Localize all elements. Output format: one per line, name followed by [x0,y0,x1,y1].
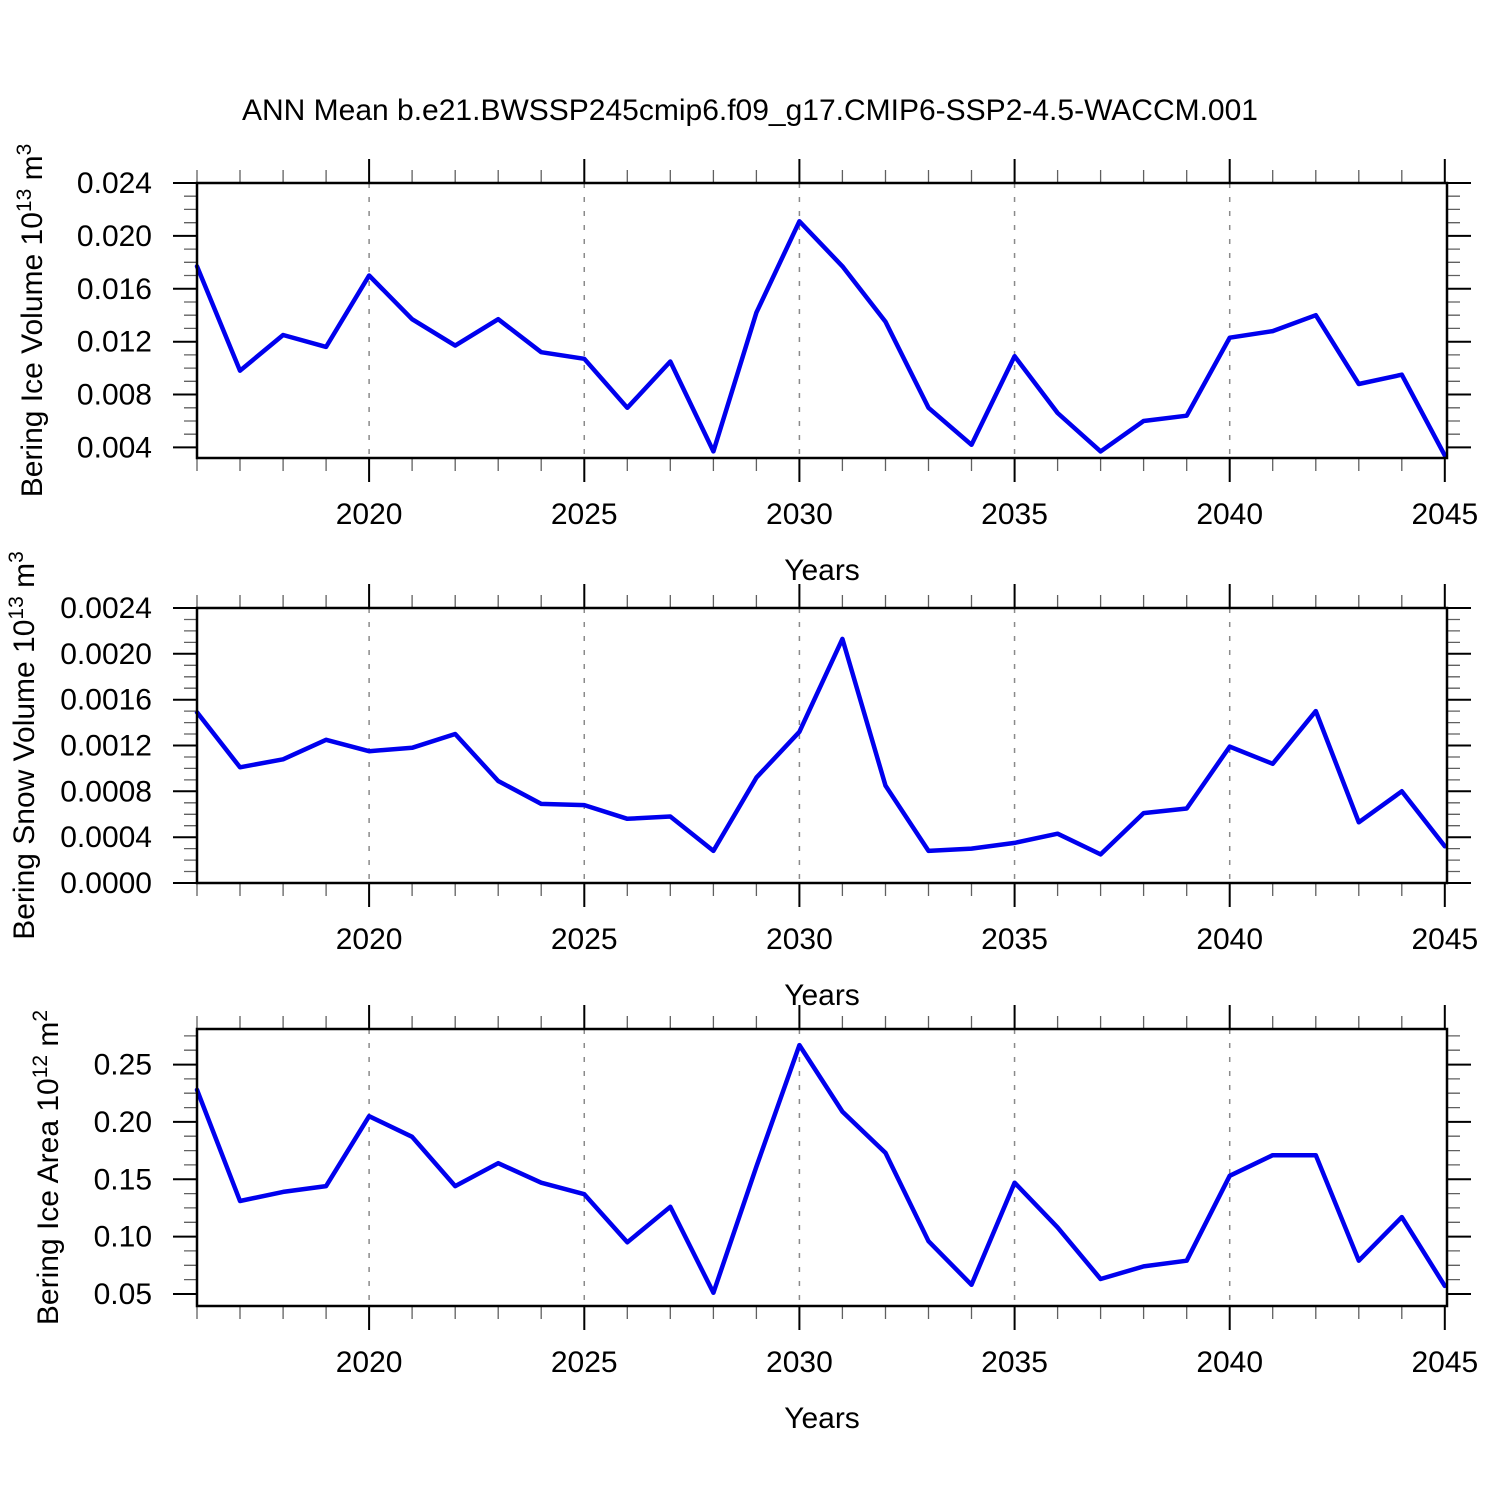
minor-ticks [184,170,1460,471]
y-tick-label: 0.0024 [60,592,152,625]
y-tick-label: 0.0016 [60,684,152,717]
plot-frame [195,606,1449,885]
x-tick-label: 2040 [1196,923,1263,956]
y-axis-title: Bering Ice Area 1012 m2 [29,1010,65,1325]
x-tick-label: 2035 [981,1346,1048,1379]
x-tick-label: 2040 [1196,1346,1263,1379]
y-tick-label: 0.008 [77,379,152,412]
y-axis-title: Bering Ice Volume 1013 m3 [13,144,49,498]
y-tick-label: 0.25 [94,1049,152,1082]
major-ticks [173,1005,1471,1330]
y-tick-label: 0.016 [77,273,152,306]
x-tick-label: 2020 [336,923,403,956]
plot-frame [195,181,1449,460]
bering-ice-volume-line [194,219,1448,458]
y-tick-label: 0.20 [94,1106,152,1139]
y-tick-label: 0.05 [94,1278,152,1311]
x-tick-label: 2045 [1411,1346,1478,1379]
y-tick-label: 0.0008 [60,775,152,808]
y-tick-label: 0.10 [94,1221,152,1254]
x-tick-label: 2035 [981,923,1048,956]
x-tick-label: 2035 [981,498,1048,531]
bering-snow-volume-line [194,636,1448,857]
y-tick-label: 0.012 [77,326,152,359]
x-tick-label: 2025 [551,498,618,531]
x-tick-label: 2030 [766,923,833,956]
y-tick-label: 0.0012 [60,730,152,763]
x-tick-label: 2020 [336,498,403,531]
x-axis-title: Years [784,1402,860,1435]
y-tick-label: 0.0004 [60,821,152,854]
major-ticks [173,584,1471,907]
x-tick-label: 2045 [1411,923,1478,956]
bering-snow-volume-panel: 0.0000 0.0004 0.0008 0.0012 0.0016 0.0020 0.00… [5,551,1478,1012]
x-tick-label: 2045 [1411,498,1478,531]
y-tick-label: 0.004 [77,431,152,464]
y-tick-label: 0.15 [94,1163,152,1196]
y-tick-label: 0.0000 [60,867,152,900]
x-axis-title: Years [784,554,860,587]
x-tick-label: 2030 [766,1346,833,1379]
bering-ice-area-panel: 0.05 0.10 0.15 0.20 0.25 2020 2025 2030 2035 2040… [29,1005,1478,1435]
bering-ice-volume-panel: 0.004 0.008 0.012 0.016 0.020 0.024 2020 2025 20… [13,144,1478,587]
minor-ticks [184,1016,1460,1319]
y-tick-label: 0.020 [77,220,152,253]
y-axis-title: Bering Snow Volume 1013 m3 [5,551,41,940]
x-tick-label: 2025 [551,1346,618,1379]
x-tick-label: 2040 [1196,498,1263,531]
major-ticks [173,159,1471,482]
minor-ticks [184,595,1460,896]
x-tick-label: 2030 [766,498,833,531]
x-tick-label: 2020 [336,1346,403,1379]
bering-ice-area-line [194,1042,1448,1296]
y-tick-label: 0.0020 [60,638,152,671]
x-tick-label: 2025 [551,923,618,956]
plot-frame [195,1027,1449,1308]
x-axis-title: Years [784,979,860,1012]
figure-title: ANN Mean b.e21.BWSSP245cmip6.f09_g17.CMI… [241,94,1258,127]
y-tick-label: 0.024 [77,167,152,200]
